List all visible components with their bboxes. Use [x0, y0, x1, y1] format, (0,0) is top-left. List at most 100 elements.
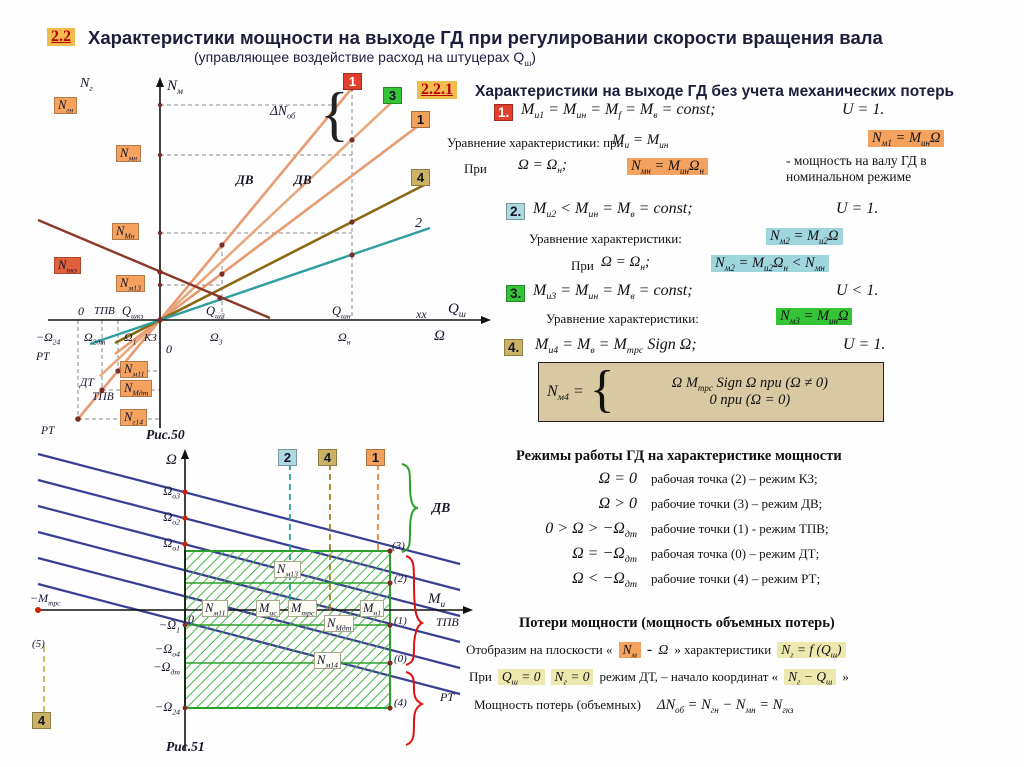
mi-axis-label: Mи	[428, 591, 446, 610]
delta-n-label: ΔNоб	[270, 103, 296, 121]
figure-50-caption: Рис.50	[146, 427, 185, 442]
mode-row: Ω = −Ωдт рабочая точка (0) – режим ДТ;	[505, 545, 829, 565]
mtrs-label: −Mтрс	[30, 591, 61, 608]
losses-title: Потери мощности (мощность объемных потер…	[519, 615, 835, 631]
losses-line-2-mid: режим ДТ, – начало координат «	[599, 669, 779, 684]
nm4-lhs: Nм4 =	[547, 383, 584, 404]
item-4-formula: Mи4 = Mв = Mтрс Sign Ω;	[535, 336, 697, 357]
nm4-case-1: Ω Mтрс Sign Ω при (Ω ≠ 0)	[671, 375, 828, 393]
item-2-at-label: При	[571, 258, 594, 273]
item-2-at-result: Nм2 = Mи2Ωн < Nмн	[711, 255, 829, 272]
section-number-badge: 2.2	[47, 28, 75, 46]
mis-label: Mис	[256, 600, 280, 617]
item-1-badge: 1.	[494, 104, 514, 121]
ng-axis-label: Nг	[80, 76, 93, 93]
nm4-case-box: Nм4 = { Ω Mтрс Sign Ω при (Ω ≠ 0) 0 при …	[538, 362, 884, 422]
y-axis-arrow	[156, 77, 164, 87]
qsh-zero-chip: Qш = 0	[497, 669, 545, 686]
xx-label: хх	[416, 307, 427, 321]
dv-region-label: ДВ	[432, 500, 451, 515]
y-axis-arrow	[181, 449, 189, 459]
line-tag-4: 4	[411, 169, 430, 186]
qsh-axis-label: Qш	[448, 301, 466, 320]
mtr-label: Mтрс	[288, 600, 318, 617]
omega-tick-m24: −Ω24	[154, 700, 180, 717]
page-subtitle: (управляющее воздействие расход на штуце…	[194, 49, 536, 68]
item-1-at-cond: Ω = Ωн;	[518, 157, 567, 176]
ng14-chip: Nг14	[120, 409, 148, 426]
x-tick-qshn: Qшн	[332, 304, 351, 321]
tpv-brace	[405, 555, 425, 666]
origin-zero: 0	[188, 612, 194, 626]
intersection-dots	[75, 85, 355, 422]
line-tag-1: 1	[366, 449, 385, 466]
line-tag-2: 2	[278, 449, 297, 466]
modes-title: Режимы работы ГД на характеристике мощно…	[516, 448, 842, 464]
char-line-3	[99, 101, 393, 377]
item-2-eq-label: Уравнение характеристики:	[529, 231, 682, 246]
point-3-label: (3)	[392, 540, 405, 552]
mode-row: Ω > 0 рабочие точки (3) – режим ДВ;	[505, 495, 829, 513]
losses-formula: ΔNоб = Nгн − Nмн = Nгкз	[656, 697, 794, 715]
figure-51-caption: Рис.51	[166, 739, 205, 754]
plane-omega: Ω	[658, 643, 669, 658]
char-line-2	[89, 226, 431, 346]
delta-brace: {	[320, 81, 349, 147]
losses-line-2-pre: При	[469, 669, 492, 684]
mode-cond: Ω > 0	[598, 495, 637, 512]
nm14-label: Nм14	[314, 652, 342, 669]
losses-line-2: При Qш = 0 Nг = 0 режим ДТ, – начало коо…	[469, 669, 849, 686]
figure-51: Ω 2 4 1 Ωо3 Ωо2 Ωо1 −Ω1 −Ωо4 −Ωдт −Ω24 −…	[30, 448, 495, 763]
item-1-eq-label: Уравнение характеристики: при	[447, 135, 624, 150]
point-2-label: (2)	[394, 573, 407, 585]
x-tick-tpv: ТПВ	[94, 305, 115, 317]
item-2-u: U = 1.	[836, 200, 879, 217]
rt-label-1: РТ	[36, 351, 50, 363]
omega-tick-zero: 0	[166, 342, 172, 356]
item-1-u: U = 1.	[842, 101, 885, 118]
nm-plane-chip: Nм	[618, 642, 641, 659]
tpv-region-label: ТПВ	[436, 615, 459, 629]
mode-desc: рабочие точки (1) - режим ТПВ;	[651, 521, 829, 536]
item-1-at-label: При	[464, 161, 487, 176]
losses-line-2-close: »	[842, 669, 849, 684]
dv-label-2: ДВ	[294, 172, 312, 187]
item-3-eq-result: Nм3 = MинΩ	[776, 308, 853, 325]
line-tag-1b: 1	[411, 111, 430, 128]
omega-axis-label: Ω	[434, 328, 445, 344]
omega-tick-m24: −Ω24	[36, 330, 61, 347]
losses-line-1: Отобразим на плоскости « Nм - Ω » характ…	[466, 641, 846, 659]
line-tag-4: 4	[318, 449, 337, 466]
figure-50: { Nг Nм Nгн 1 3 ΔNоб 1 Nмн ДВ ДВ 4 2 NМн…	[30, 70, 495, 444]
omega-tick-mo4: −Ωо4	[154, 642, 180, 659]
line-tag-1: 1	[343, 73, 362, 90]
omega-tick-mdt: −Ωдт	[152, 660, 180, 677]
omega-tick-o2: Ωо2	[163, 510, 180, 527]
item-1-formula: Mи1 = Mин = Mf = Mв = const;	[521, 101, 716, 122]
char-line-4	[114, 180, 431, 345]
nm4-cases: Ω Mтрс Sign Ω при (Ω ≠ 0) 0 при (Ω = 0)	[617, 375, 883, 409]
nmdt-chip: NМдт	[120, 380, 153, 397]
losses-line-1-mid: » характеристики	[674, 642, 772, 657]
x-axis-arrow	[463, 606, 473, 614]
item-3-formula: Mи3 = Mин = Mв = const;	[533, 282, 693, 303]
losses-line-1-pre: Отобразим на плоскости «	[466, 642, 613, 657]
item-3-u: U < 1.	[836, 282, 879, 299]
losses-line-3: Мощность потерь (объемных) ΔNоб = Nгн − …	[474, 697, 793, 714]
axis-dots	[35, 489, 188, 613]
pump-line	[37, 218, 271, 320]
nm13-chip: Nм13	[116, 275, 146, 292]
kz-label: КЗ	[144, 332, 157, 344]
mode-cond: Ω < −Ωдт	[572, 570, 637, 591]
point-5-label: (5)	[32, 638, 45, 650]
dv-brace	[401, 463, 419, 553]
mode-desc: рабочая точка (2) – режим КЗ;	[651, 471, 818, 486]
point-1-label: (1)	[394, 615, 407, 627]
ngn-chip: Nгн	[54, 97, 78, 114]
nm-axis-label: Nм	[167, 78, 183, 97]
nm11-chip: Nм11	[120, 361, 149, 378]
nMn-chip: NМн	[112, 223, 139, 240]
mode-row: 0 > Ω > −Ωдт рабочие точки (1) - режим Т…	[505, 520, 829, 540]
ng-zero-chip: Nг = 0	[550, 669, 594, 686]
item-1-eq-result: Nм1 = MинΩ	[868, 130, 945, 147]
